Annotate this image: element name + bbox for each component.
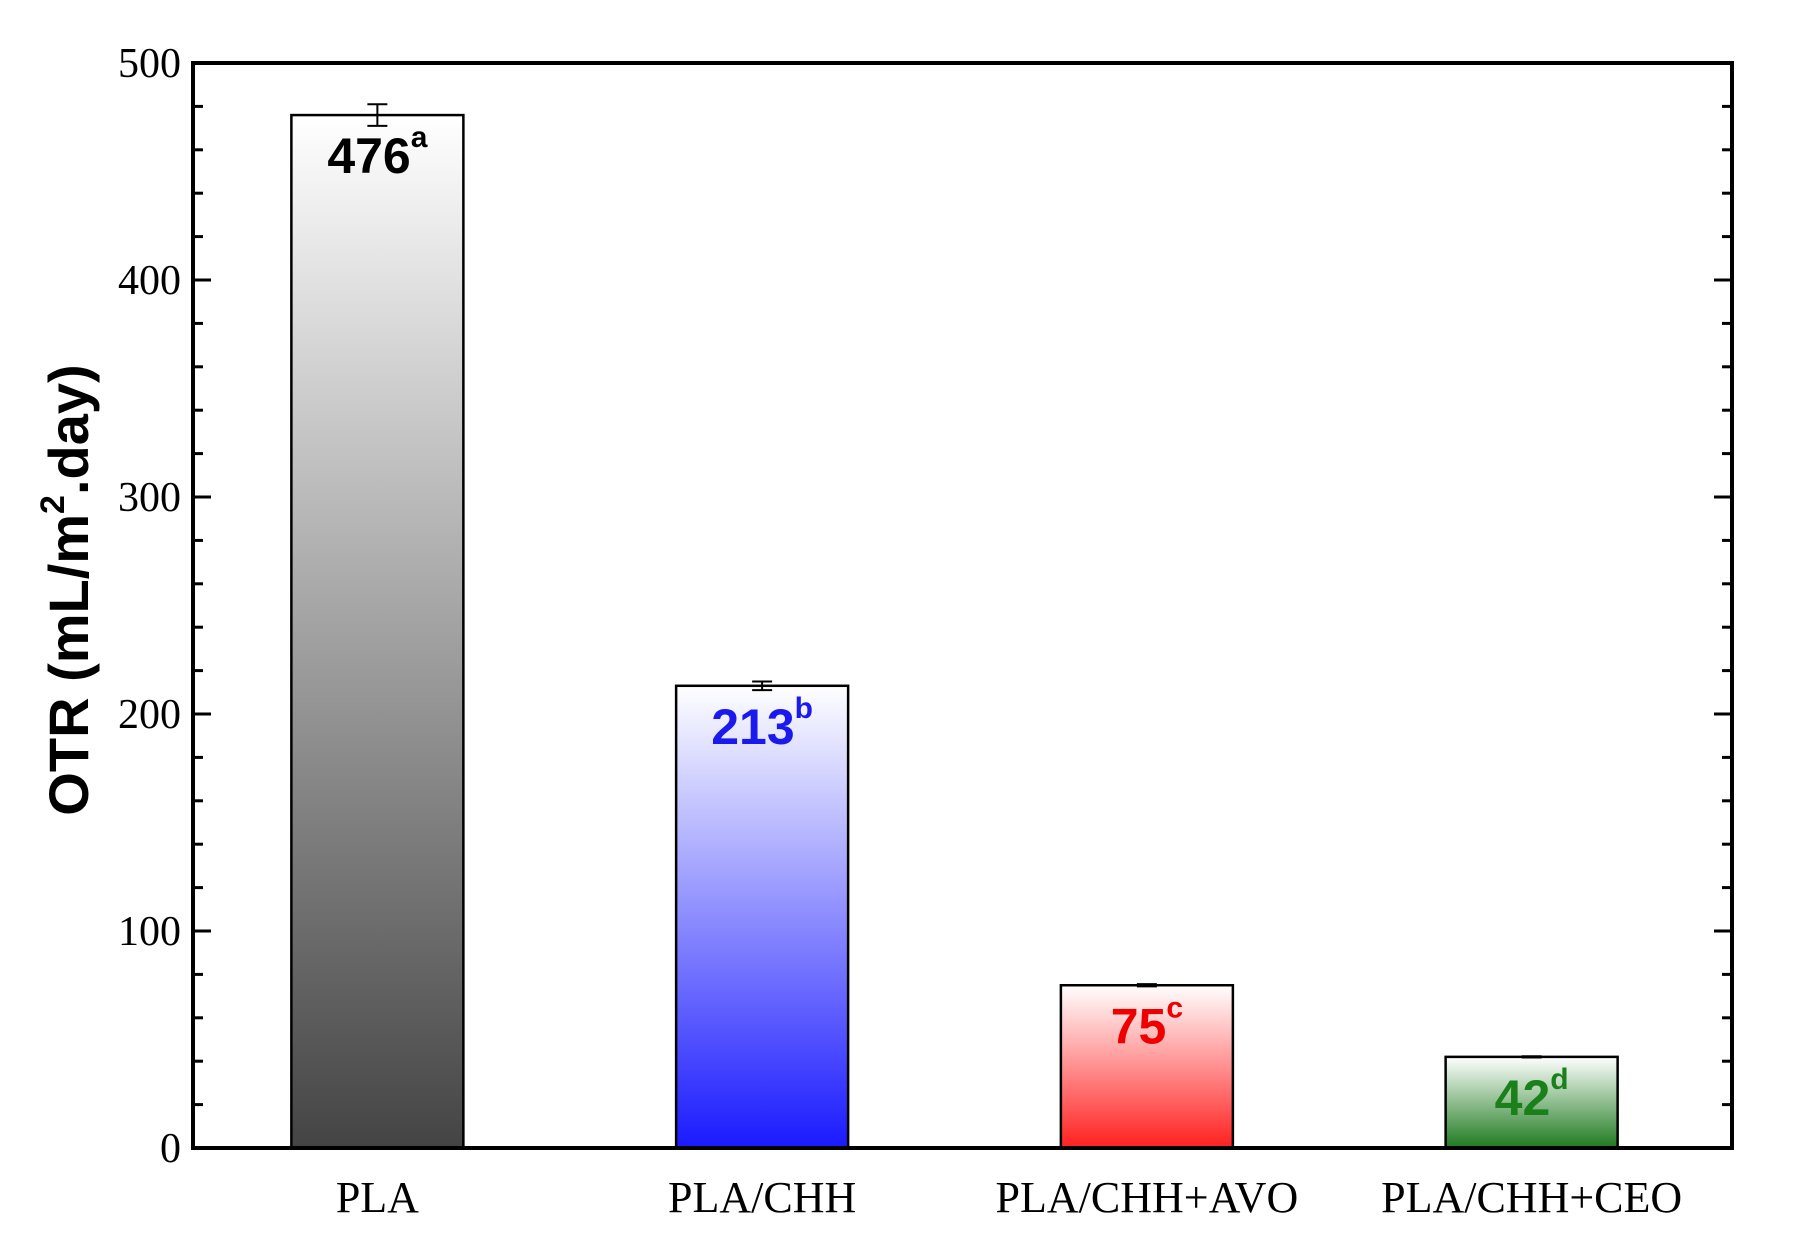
y-tick-label: 0 xyxy=(160,1126,181,1172)
bar-pla xyxy=(290,113,465,1150)
y-tick-label: 200 xyxy=(118,692,181,738)
y-axis-label-superscript: 2 xyxy=(34,495,72,514)
data-label-value: 476 xyxy=(327,128,410,184)
y-tick-label: 100 xyxy=(118,909,181,955)
data-label-value: 213 xyxy=(711,699,794,755)
data-label-value: 75 xyxy=(1111,998,1167,1054)
significance-letter: b xyxy=(795,692,813,725)
plot-frame xyxy=(191,61,1734,1150)
y-axis-label-tail: .day) xyxy=(37,364,100,495)
x-tick-label: PLA/CHH xyxy=(668,1173,856,1222)
data-label: 476a xyxy=(327,121,427,184)
data-label: 42d xyxy=(1495,1063,1569,1126)
y-tick-label: 400 xyxy=(118,258,181,304)
significance-letter: a xyxy=(411,121,428,154)
data-label-value: 42 xyxy=(1495,1070,1551,1126)
bar-pla-chh xyxy=(674,684,850,1150)
axes-layer: 0 100 200 300 400 500 xyxy=(118,41,1734,1172)
labels-layer: 476a PLA 213b PLA/CHH 75c PLA/CHH+AVO 42d PLA/C… xyxy=(327,121,1682,1222)
significance-letter: c xyxy=(1166,991,1183,1024)
y-tick-label: 300 xyxy=(118,475,181,521)
x-tick-label: PLA/CHH+CEO xyxy=(1381,1173,1682,1222)
y-axis-label-main: OTR (mL/m xyxy=(37,514,100,816)
x-tick-label: PLA/CHH+AVO xyxy=(996,1173,1299,1222)
bars-layer xyxy=(290,103,1619,1150)
significance-letter: d xyxy=(1550,1063,1568,1096)
data-label: 75c xyxy=(1111,991,1183,1054)
data-label: 213b xyxy=(711,692,813,755)
y-axis-label: OTR (mL/m2.day) xyxy=(34,364,100,815)
y-tick-label: 500 xyxy=(118,41,181,87)
x-tick-label: PLA xyxy=(336,1173,419,1222)
